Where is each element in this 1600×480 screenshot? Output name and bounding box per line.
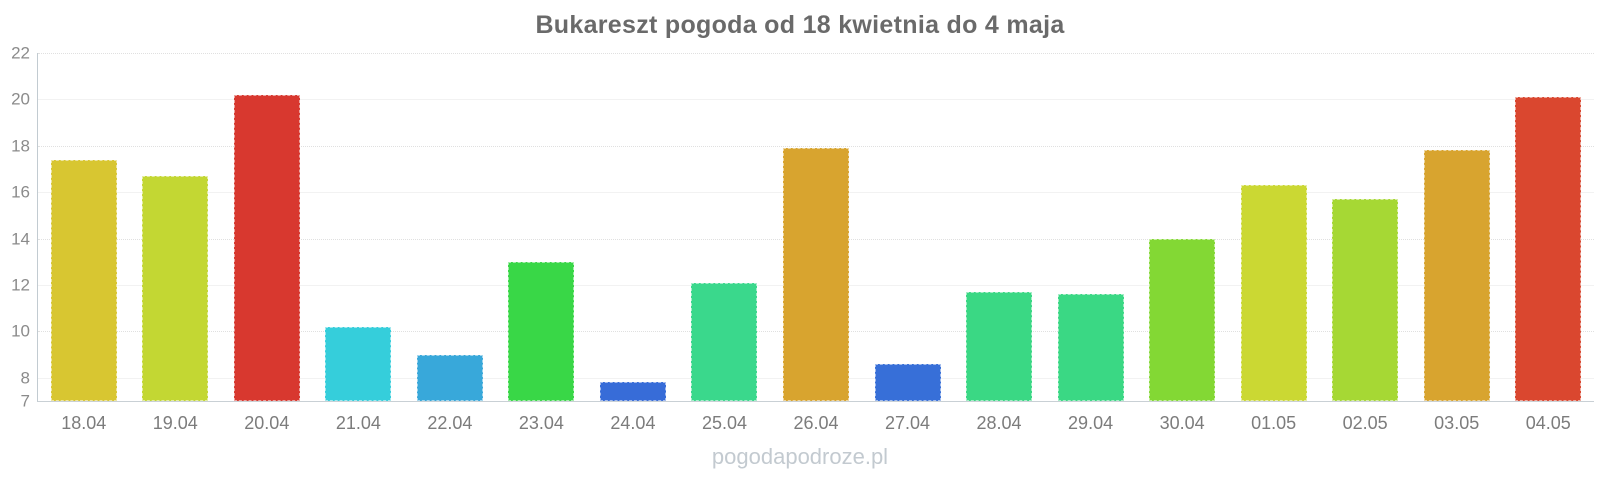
bar-19.04[interactable]: [142, 175, 209, 401]
y-axis-label-16: 16: [11, 182, 30, 202]
bar-24.04[interactable]: [599, 382, 666, 401]
y-axis-label-14: 14: [11, 229, 30, 249]
y-axis-label-22: 22: [11, 43, 30, 63]
x-axis-label-01.05: 01.05: [1251, 413, 1297, 433]
y-axis-label-7: 7: [20, 391, 30, 411]
x-axis-label-03.05: 03.05: [1434, 413, 1480, 433]
x-axis-label-02.05: 02.05: [1342, 413, 1388, 433]
x-axis-label-24.04: 24.04: [610, 413, 656, 433]
gridline-20: [38, 99, 1594, 101]
bar-04.05[interactable]: [1515, 97, 1582, 401]
gridline-22: [38, 53, 1594, 54]
x-axis-label-30.04: 30.04: [1159, 413, 1205, 433]
x-axis-label-20.04: 20.04: [244, 413, 290, 433]
bar-26.04[interactable]: [783, 148, 849, 401]
y-axis-label-8: 8: [20, 368, 30, 388]
bar-02.05[interactable]: [1332, 199, 1399, 401]
bar-27.04[interactable]: [874, 363, 941, 401]
bar-01.05[interactable]: [1240, 185, 1307, 401]
x-axis-label-22.04: 22.04: [427, 413, 473, 433]
x-axis-label-29.04: 29.04: [1068, 413, 1114, 433]
bar-29.04[interactable]: [1057, 294, 1124, 401]
y-axis-label-20: 20: [11, 89, 30, 109]
x-axis-label-26.04: 26.04: [793, 413, 839, 433]
bar-03.05[interactable]: [1423, 150, 1490, 401]
plot-area: 7 8 10 12 14 16 18 20 22 18.04 19.04 20.04 21.04 22.0…: [11, 45, 1594, 433]
bar-22.04[interactable]: [416, 354, 483, 401]
y-axis-label-10: 10: [11, 321, 30, 341]
bar-25.04[interactable]: [691, 282, 758, 401]
x-axis-label-23.04: 23.04: [518, 413, 564, 433]
x-axis-label-25.04: 25.04: [701, 413, 747, 433]
x-axis-label-18.04: 18.04: [61, 413, 107, 433]
x-axis-label-19.04: 19.04: [152, 413, 198, 433]
x-axis-label-21.04: 21.04: [335, 413, 381, 433]
gridline-18: [38, 145, 1594, 147]
y-axis-label-18: 18: [11, 136, 30, 156]
bar-18.04[interactable]: [50, 159, 117, 401]
bar-20.04[interactable]: [233, 94, 300, 401]
x-axis-label-28.04: 28.04: [976, 413, 1022, 433]
x-axis-label-04.05: 04.05: [1525, 413, 1571, 433]
bar-21.04[interactable]: [325, 326, 392, 401]
bar-28.04[interactable]: [966, 291, 1033, 401]
y-axis-label-12: 12: [11, 275, 30, 295]
chart-title: Bukareszt pogoda od 18 kwietnia do 4 maj…: [535, 11, 1065, 39]
watermark: pogodapodroze.pl: [711, 444, 889, 469]
x-axis-label-27.04: 27.04: [884, 413, 931, 433]
bar-23.04[interactable]: [508, 261, 575, 401]
bar-30.04[interactable]: [1149, 238, 1216, 401]
